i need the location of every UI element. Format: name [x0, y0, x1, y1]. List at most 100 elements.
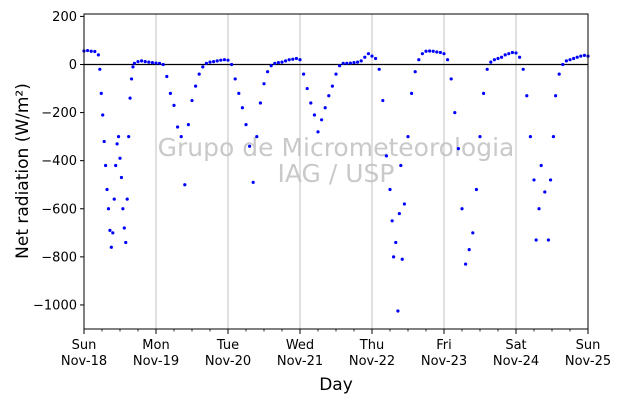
data-point-84	[330, 84, 334, 88]
data-point-14	[111, 231, 115, 235]
data-point-42	[179, 135, 183, 139]
data-point-13	[109, 245, 113, 249]
x-axis: SunNov-18MonNov-19TueNov-20WedNov-21ThuN…	[61, 329, 611, 369]
y-tick-label-1: 0	[69, 58, 77, 73]
data-point-112	[417, 58, 421, 62]
data-point-40	[172, 103, 176, 107]
data-point-87	[341, 61, 345, 65]
data-point-147	[539, 163, 543, 168]
x-tick-date-7: Nov-25	[565, 354, 611, 369]
data-point-15	[112, 197, 116, 201]
data-point-58	[237, 91, 241, 95]
data-point-10	[105, 187, 109, 192]
data-point-77	[305, 86, 309, 91]
data-point-88	[345, 61, 349, 65]
data-point-6	[99, 91, 103, 95]
y-tick-label-6: −1000	[33, 298, 77, 313]
data-point-18	[116, 135, 121, 139]
y-axis: 200 0 −200 −400 −600 −800 −1000	[33, 10, 84, 313]
data-point-135	[500, 55, 504, 59]
data-point-120	[446, 58, 450, 62]
data-point-124	[460, 207, 464, 211]
data-point-145	[534, 238, 538, 242]
data-point-63	[255, 135, 259, 139]
y-tick-label-0: 200	[52, 10, 77, 25]
data-point-113	[420, 52, 424, 56]
x-tick-day-4: Thu	[359, 338, 384, 353]
data-point-159	[579, 54, 583, 58]
data-point-106	[399, 163, 403, 168]
x-tick-date-2: Nov-20	[205, 354, 251, 369]
data-point-62	[251, 180, 255, 184]
data-point-81	[320, 118, 324, 122]
x-axis-title: Day	[319, 375, 353, 395]
data-point-155	[564, 59, 569, 63]
data-point-136	[503, 53, 507, 57]
x-tick-day-7: Sun	[576, 338, 601, 353]
data-point-154	[561, 62, 565, 67]
data-point-143	[528, 135, 533, 139]
data-point-54	[222, 58, 226, 62]
data-point-44	[186, 123, 190, 127]
data-point-95	[370, 54, 374, 58]
data-point-142	[525, 94, 529, 98]
data-point-99	[384, 154, 388, 158]
data-point-151	[551, 135, 556, 139]
data-point-28	[131, 65, 135, 69]
data-point-46	[194, 84, 198, 88]
data-point-3	[93, 49, 97, 54]
data-point-32	[143, 60, 147, 64]
data-point-1	[86, 48, 90, 53]
data-point-102	[392, 255, 396, 259]
data-point-107	[400, 257, 404, 261]
data-point-19	[118, 156, 122, 160]
data-point-7	[101, 113, 105, 117]
data-point-34	[150, 60, 154, 65]
x-tick-date-1: Nov-19	[133, 354, 179, 369]
data-point-144	[532, 178, 536, 182]
data-point-25	[127, 135, 131, 139]
data-point-98	[381, 98, 385, 103]
data-point-89	[348, 61, 352, 65]
data-point-66	[266, 70, 270, 74]
data-point-67	[269, 64, 273, 68]
data-point-17	[115, 142, 119, 146]
data-point-31	[140, 59, 144, 63]
data-point-45	[190, 98, 194, 103]
data-point-27	[129, 77, 134, 81]
data-point-117	[435, 50, 439, 54]
data-point-137	[507, 52, 511, 56]
data-point-90	[352, 60, 356, 65]
data-point-115	[428, 49, 432, 53]
data-point-110	[410, 91, 414, 95]
watermark-line-2: IAG / USP	[278, 159, 395, 188]
data-point-61	[248, 144, 252, 148]
data-point-134	[496, 56, 500, 61]
data-point-127	[471, 231, 475, 235]
data-point-39	[168, 91, 172, 95]
x-tick-date-5: Nov-23	[421, 354, 467, 369]
data-point-60	[244, 123, 248, 127]
data-point-2	[89, 49, 93, 53]
data-point-83	[327, 94, 331, 98]
data-point-148	[543, 190, 547, 194]
data-point-9	[104, 163, 108, 168]
x-tick-date-0: Nov-18	[61, 354, 107, 369]
data-point-114	[424, 49, 428, 53]
plot-background	[84, 14, 588, 329]
x-tick-day-5: Fri	[436, 338, 452, 353]
x-tick-day-3: Wed	[286, 338, 314, 353]
data-point-49	[204, 61, 208, 65]
y-tick-label-3: −400	[41, 154, 77, 169]
data-point-82	[323, 106, 327, 110]
y-tick-label-5: −800	[41, 250, 77, 265]
watermark-line-1: Grupo de Micrometeorologia	[158, 133, 515, 162]
data-point-93	[363, 55, 367, 59]
data-point-160	[582, 53, 587, 57]
x-tick-day-1: Mon	[142, 338, 169, 353]
data-point-11	[106, 207, 111, 211]
data-point-105	[397, 211, 401, 216]
data-point-76	[302, 72, 306, 76]
data-point-70	[280, 60, 284, 64]
data-point-36	[158, 61, 162, 65]
